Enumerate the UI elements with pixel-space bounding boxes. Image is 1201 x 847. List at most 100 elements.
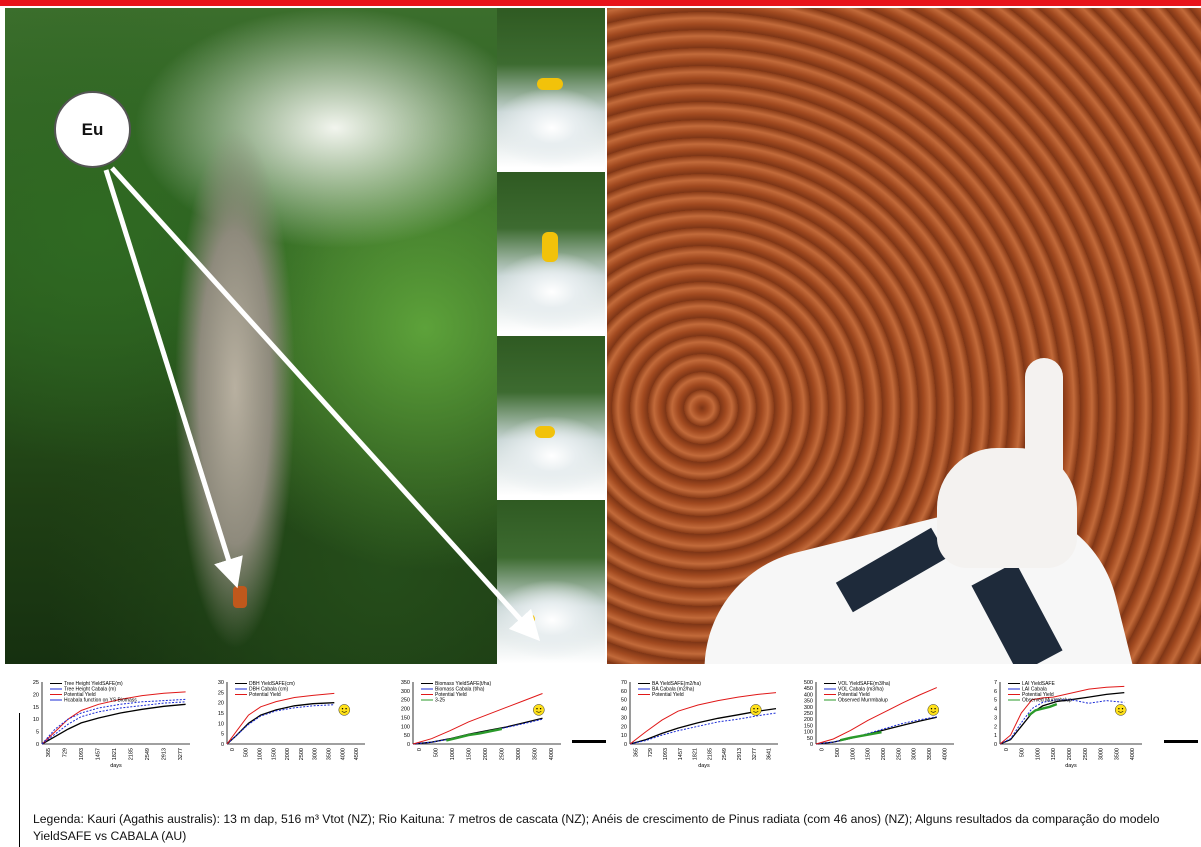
smiley-icon [338,704,351,716]
x-tick-label: 2913 [161,748,167,760]
y-tick-label: 7 [994,680,997,686]
smiley-icon [927,704,940,716]
x-tick-label: 1093 [663,748,669,760]
x-tick-label: 1000 [258,748,264,760]
y-tick-label: 200 [401,707,410,713]
smiley-eye [345,708,347,710]
smiley-mouth [341,710,348,713]
legend-label: Tree Height YieldSAFE(m) [64,681,123,687]
y-tick-label: 20 [218,701,224,707]
smiley-mouth [753,710,759,713]
y-tick-label: 0 [994,742,997,748]
x-tick-label: 1000 [450,748,456,760]
x-tick-label: 1500 [866,748,872,760]
series-line-0 [226,702,335,745]
x-tick-label: 1500 [467,748,473,760]
series-line-3 [41,698,186,745]
x-tick-label: 3277 [178,748,184,760]
y-tick-label: 40 [621,707,627,713]
series-line-3 [446,727,503,742]
y-tick-label: 70 [621,680,627,686]
x-tick-label: 1000 [1035,748,1041,760]
y-tick-label: 250 [401,698,410,704]
raft-boat [542,232,558,262]
x-tick-label: 1000 [850,748,856,760]
y-tick-label: 5 [221,732,224,738]
raft-boat [525,614,535,624]
legend-label: Potential Yield [64,692,96,698]
y-tick-label: 10 [218,721,224,727]
rafting-photo-1 [497,8,605,172]
smiley-eye [934,708,936,710]
y-tick-label: 25 [218,690,224,696]
y-tick-label: 150 [401,715,410,721]
x-axis-label: days [698,763,710,769]
x-tick-label: 2913 [737,748,743,760]
series-line-1 [412,718,543,745]
chart-svg: 7 6 5 4 3 2 1 0 0 500 1000 1500 2000 2500 3000 3500 4000… [994,680,1142,769]
series-line-1 [999,699,1125,745]
legend-label: Observed Murrmbalup [838,698,888,704]
rafting-photo-2 [497,172,605,336]
x-tick-label: 2185 [707,748,713,760]
x-tick-label: 2185 [128,748,134,760]
x-tick-label: 1457 [96,748,102,760]
x-tick-label: 2500 [499,748,505,760]
series-line-2 [412,693,543,745]
y-tick-label: 25 [33,680,39,686]
separator-dash [1164,740,1198,743]
x-tick-label: 1093 [79,748,85,760]
smiley-mouth [536,710,542,713]
raft-boat [537,78,563,90]
smiley-eye [753,708,755,710]
smiley-eye [930,708,933,710]
x-axis-label: days [110,763,122,769]
y-tick-label: 0 [221,742,224,748]
y-tick-label: 100 [401,724,410,730]
series-line-3 [1027,702,1058,717]
x-tick-label: 2500 [299,748,305,760]
x-tick-label: 3500 [1114,748,1120,760]
y-tick-label: 150 [804,723,813,729]
y-tick-label: 20 [621,724,627,730]
smiley-eye [341,708,344,710]
y-tick-label: 400 [804,692,813,698]
x-tick-label: 2500 [1083,748,1089,760]
y-tick-label: 4 [994,707,997,713]
series-line-2 [41,691,186,745]
x-tick-label: 4000 [942,748,948,760]
x-tick-label: 4000 [549,748,555,760]
y-tick-label: 300 [401,689,410,695]
x-tick-label: 4000 [1130,748,1136,760]
y-tick-label: 30 [218,680,224,686]
x-tick-label: 3500 [927,748,933,760]
y-tick-label: 500 [804,680,813,686]
x-tick-label: 1821 [112,748,118,760]
legend-label: Potential Yield [838,692,870,698]
y-tick-label: 0 [624,742,627,748]
raft-boat [535,426,555,438]
series-line-0 [999,691,1125,745]
chart-tree-height: 25 20 15 10 5 0 365 729 1093 1457 1821 2185 2549 2913… [22,676,200,770]
x-tick-label: 4500 [354,748,360,760]
chart-volume: 500 450 400 350 300 250 200 150 100 50 0 0 500 1000 15… [796,676,964,770]
x-tick-label: 1457 [678,748,684,760]
y-tick-label: 0 [810,742,813,748]
x-tick-label: 1821 [693,748,699,760]
separator-dash [572,740,606,743]
smiley-eye [539,708,542,710]
y-tick-label: 15 [218,711,224,717]
y-tick-label: 15 [33,705,39,711]
x-tick-label: 3000 [1099,748,1105,760]
y-tick-label: 350 [804,699,813,705]
chart-dbh: 30 25 20 15 10 5 0 0 500 1000 1500 2000 2500 3000 3500… [207,676,375,770]
y-tick-label: 50 [621,698,627,704]
legend-label: LAI YieldSAFE [1022,681,1055,687]
y-tick-label: 250 [804,711,813,717]
y-tick-label: 3 [994,715,997,721]
x-tick-label: 2000 [483,748,489,760]
legend-label: Observed Murrmbalup [1022,698,1072,704]
y-tick-label: 50 [807,736,813,742]
x-tick-label: 3641 [767,748,773,760]
legend-label: Potential Yield [1022,692,1054,698]
